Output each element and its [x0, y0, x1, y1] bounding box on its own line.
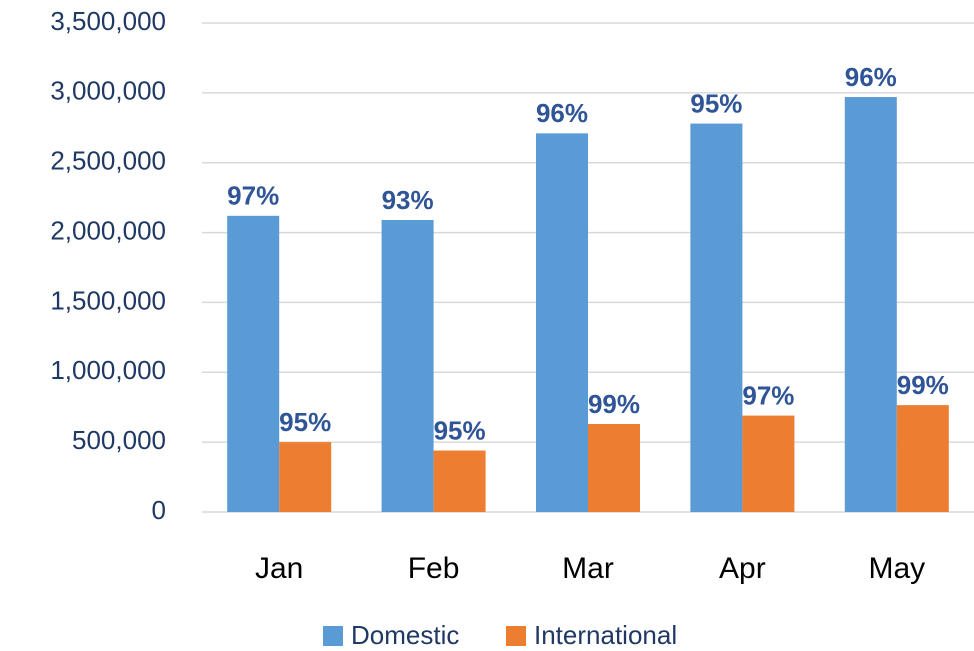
bar: [844, 97, 897, 512]
bar: [896, 405, 949, 512]
x-tick-label: Mar: [562, 552, 614, 585]
y-tick-label: 3,500,000: [50, 6, 166, 36]
y-tick-label: 3,000,000: [50, 76, 166, 106]
data-label: 99%: [588, 389, 640, 419]
bar: [536, 133, 588, 513]
data-label: 96%: [845, 62, 897, 92]
bar: [279, 442, 332, 512]
data-label: 97%: [742, 380, 794, 410]
data-label: 97%: [227, 181, 279, 211]
x-tick-label: Jan: [255, 552, 303, 585]
legend-label: International: [534, 620, 677, 650]
legend-label: Domestic: [351, 620, 459, 650]
y-tick-label: 0: [152, 495, 166, 525]
bar: [690, 123, 743, 512]
data-label: 95%: [279, 407, 331, 437]
data-label: 99%: [897, 370, 949, 400]
y-tick-label: 500,000: [72, 425, 166, 455]
data-label: 95%: [690, 88, 742, 118]
bar: [227, 215, 280, 512]
y-tick-label: 1,500,000: [50, 285, 166, 315]
bar: [381, 219, 434, 513]
data-label: 93%: [382, 185, 434, 215]
legend-swatch: [323, 626, 343, 646]
legend-swatch: [506, 626, 526, 646]
x-tick-label: Apr: [719, 552, 766, 585]
x-tick-label: May: [868, 552, 925, 585]
bar: [742, 415, 795, 512]
x-tick-label: Feb: [408, 552, 460, 585]
y-tick-label: 1,000,000: [50, 355, 166, 385]
data-label: 96%: [536, 98, 588, 128]
y-tick-label: 2,500,000: [50, 146, 166, 176]
bar: [588, 423, 640, 512]
y-tick-label: 2,000,000: [50, 215, 166, 245]
bar: [433, 450, 486, 512]
data-label: 95%: [434, 415, 486, 445]
